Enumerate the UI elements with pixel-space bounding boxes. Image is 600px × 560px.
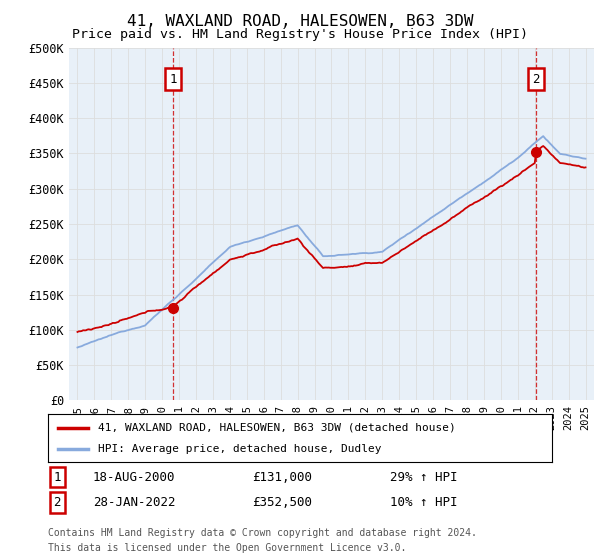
Text: HPI: Average price, detached house, Dudley: HPI: Average price, detached house, Dudl… xyxy=(98,444,382,454)
Text: 41, WAXLAND ROAD, HALESOWEN, B63 3DW (detached house): 41, WAXLAND ROAD, HALESOWEN, B63 3DW (de… xyxy=(98,423,456,433)
Text: 2: 2 xyxy=(53,496,61,509)
Text: This data is licensed under the Open Government Licence v3.0.: This data is licensed under the Open Gov… xyxy=(48,543,406,553)
Text: 29% ↑ HPI: 29% ↑ HPI xyxy=(390,470,458,484)
Text: 41, WAXLAND ROAD, HALESOWEN, B63 3DW: 41, WAXLAND ROAD, HALESOWEN, B63 3DW xyxy=(127,14,473,29)
Text: 1: 1 xyxy=(169,73,176,86)
Text: £352,500: £352,500 xyxy=(252,496,312,509)
Text: Contains HM Land Registry data © Crown copyright and database right 2024.: Contains HM Land Registry data © Crown c… xyxy=(48,528,477,538)
Text: £131,000: £131,000 xyxy=(252,470,312,484)
Text: Price paid vs. HM Land Registry's House Price Index (HPI): Price paid vs. HM Land Registry's House … xyxy=(72,28,528,41)
Text: 1: 1 xyxy=(53,470,61,484)
Text: 2: 2 xyxy=(532,73,540,86)
Text: 28-JAN-2022: 28-JAN-2022 xyxy=(93,496,176,509)
Text: 18-AUG-2000: 18-AUG-2000 xyxy=(93,470,176,484)
Text: 10% ↑ HPI: 10% ↑ HPI xyxy=(390,496,458,509)
